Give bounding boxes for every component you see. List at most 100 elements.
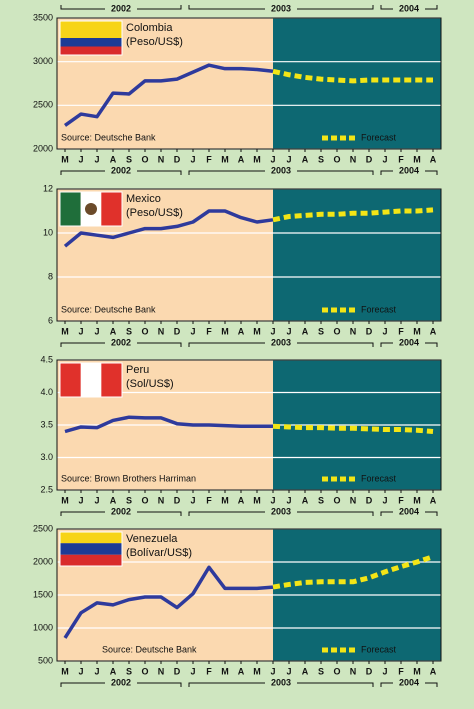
y-tick-label: 3.5: [40, 419, 53, 429]
x-tick-label: F: [398, 666, 404, 676]
flag-frame: [59, 20, 123, 56]
x-tick-label: J: [94, 495, 99, 505]
x-tick-label: M: [413, 326, 421, 336]
x-tick-label: A: [238, 495, 245, 505]
x-tick-label: M: [253, 154, 261, 164]
x-tick-label: N: [350, 666, 357, 676]
x-tick-label: J: [270, 154, 275, 164]
x-tick-label: J: [94, 326, 99, 336]
chart-title: Colombia: [126, 22, 173, 34]
y-tick-label: 4.5: [40, 354, 53, 364]
x-tick-label: D: [174, 495, 181, 505]
flag-stripe: [60, 192, 81, 226]
x-tick-label: O: [333, 154, 340, 164]
x-tick-label: N: [158, 326, 165, 336]
y-tick-label: 6: [48, 315, 53, 325]
year-label-bg: [105, 678, 137, 688]
flag-frame: [59, 362, 123, 398]
x-tick-label: A: [302, 326, 309, 336]
x-tick-label: A: [238, 154, 245, 164]
year-label: 2003: [271, 3, 291, 13]
x-tick-label: O: [141, 326, 148, 336]
year-label-bg: [265, 4, 297, 14]
source-note: Source: Brown Brothers Harriman: [61, 473, 196, 483]
x-tick-label: D: [366, 326, 373, 336]
year-label: 2003: [271, 165, 291, 175]
x-tick-label: J: [190, 666, 195, 676]
year-label-bg: [105, 166, 137, 176]
legend-label: Forecast: [361, 644, 397, 654]
source-note: Source: Deutsche Bank: [61, 304, 156, 314]
actual-line: [63, 63, 274, 127]
x-tick-label: M: [253, 326, 261, 336]
source-note: Source: Deutsche Bank: [102, 644, 197, 654]
x-tick-label: J: [190, 154, 195, 164]
flag-emblem: [85, 203, 97, 215]
year-label-bg: [393, 678, 425, 688]
plot-frame: [56, 188, 442, 322]
x-tick-label: M: [61, 326, 69, 336]
x-tick-label: A: [430, 154, 437, 164]
y-tick-label: 4.0: [40, 387, 53, 397]
x-tick-label: D: [366, 495, 373, 505]
plot-frame: [56, 17, 442, 150]
y-tick-label: 3000: [33, 56, 53, 66]
x-tick-label: A: [238, 666, 245, 676]
flag-stripe: [60, 21, 122, 38]
x-tick-label: M: [253, 495, 261, 505]
year-label: 2002: [111, 337, 131, 347]
x-tick-label: J: [78, 666, 83, 676]
x-tick-label: S: [318, 326, 324, 336]
x-tick-label: M: [61, 154, 69, 164]
chart-title: Mexico: [126, 193, 161, 205]
flag-stripe: [60, 532, 122, 544]
x-tick-label: J: [94, 154, 99, 164]
forecast-area: [273, 18, 441, 149]
x-tick-label: J: [270, 666, 275, 676]
flag-stripe: [60, 38, 122, 47]
x-tick-label: A: [110, 495, 117, 505]
x-tick-label: J: [94, 666, 99, 676]
x-tick-label: A: [430, 666, 437, 676]
year-label: 2002: [111, 506, 131, 516]
year-label-bg: [393, 4, 425, 14]
x-tick-label: O: [141, 495, 148, 505]
year-label: 2003: [271, 506, 291, 516]
x-tick-label: M: [221, 495, 229, 505]
x-tick-label: O: [141, 154, 148, 164]
plot-frame: [56, 528, 442, 662]
year-label: 2004: [399, 506, 419, 516]
year-label: 2004: [399, 337, 419, 347]
x-tick-label: A: [302, 666, 309, 676]
x-tick-label: J: [286, 495, 291, 505]
flag-stripe: [80, 363, 102, 397]
flag-stripe: [60, 554, 122, 566]
x-tick-label: D: [174, 154, 181, 164]
y-tick-label: 2500: [33, 100, 53, 110]
year-label-bg: [265, 338, 297, 348]
y-tick-label: 2.5: [40, 484, 53, 494]
plot-frame: [56, 359, 442, 491]
x-tick-label: D: [174, 666, 181, 676]
x-tick-label: A: [110, 326, 117, 336]
chart-subtitle: (Peso/US$): [126, 36, 183, 48]
x-tick-label: A: [430, 495, 437, 505]
x-tick-label: J: [190, 495, 195, 505]
x-tick-label: O: [141, 666, 148, 676]
x-tick-label: M: [61, 666, 69, 676]
chart-title: Peru: [126, 364, 149, 376]
year-label-bg: [265, 166, 297, 176]
x-tick-label: J: [382, 666, 387, 676]
x-tick-label: S: [318, 495, 324, 505]
x-tick-label: M: [413, 154, 421, 164]
y-tick-label: 1000: [33, 622, 53, 632]
year-label: 2003: [271, 337, 291, 347]
x-tick-label: D: [174, 326, 181, 336]
y-tick-label: 2000: [33, 143, 53, 153]
year-label-bg: [393, 507, 425, 517]
x-tick-label: N: [158, 154, 165, 164]
x-tick-label: J: [382, 326, 387, 336]
x-tick-label: N: [350, 495, 357, 505]
chart-title: Venezuela: [126, 533, 178, 545]
